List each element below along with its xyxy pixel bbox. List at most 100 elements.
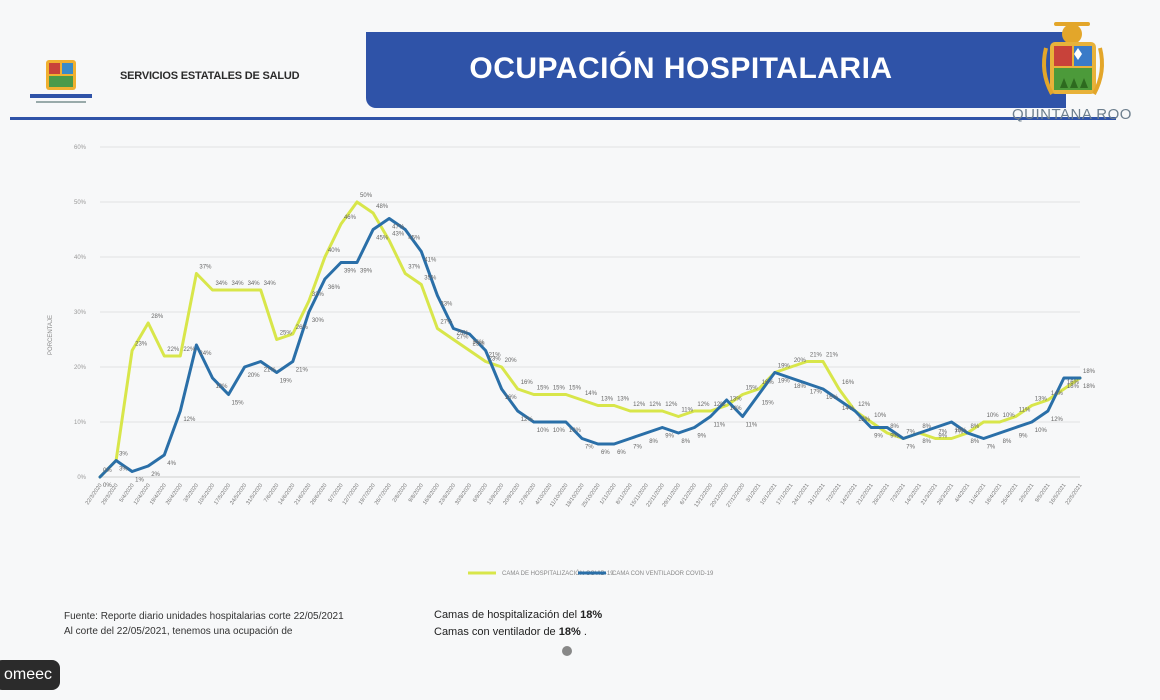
data-point <box>982 437 985 440</box>
data-point <box>789 376 793 380</box>
data-point <box>195 272 198 275</box>
data-label: 30% <box>312 318 325 324</box>
data-label: 17% <box>810 390 823 396</box>
data-label: 8% <box>922 424 931 430</box>
data-label: 16% <box>521 380 534 386</box>
data-label: 41% <box>424 258 437 264</box>
y-tick-label: 60% <box>74 145 87 151</box>
data-label: 14% <box>1051 391 1064 397</box>
data-point <box>902 437 905 440</box>
x-tick-label: 9/8/2020 <box>408 483 425 504</box>
data-point <box>628 437 632 440</box>
data-point <box>693 426 696 429</box>
x-tick-label: 7/6/2020 <box>263 483 280 504</box>
x-tick-label: 25/4/2021 <box>1000 483 1019 506</box>
data-point <box>612 442 616 446</box>
data-point <box>821 387 825 391</box>
data-label: 0% <box>103 468 112 474</box>
data-label: 13% <box>617 397 630 403</box>
data-label: 15% <box>746 386 759 392</box>
x-tick-label: 31/1/2021 <box>808 483 827 506</box>
data-label: 7% <box>633 445 642 451</box>
data-point <box>934 426 937 429</box>
data-label: 23% <box>473 342 486 348</box>
x-tick-label: 2/8/2020 <box>392 483 409 504</box>
data-point <box>420 283 423 286</box>
data-point <box>580 437 584 440</box>
source-line: Fuente: Reporte diario unidades hospital… <box>64 611 344 622</box>
data-point <box>468 349 471 352</box>
data-point <box>612 404 616 407</box>
data-label: 43% <box>392 232 405 238</box>
data-point <box>355 261 359 264</box>
data-label: 16% <box>1067 380 1080 386</box>
data-point <box>500 387 503 391</box>
data-point <box>837 387 841 391</box>
data-label: 45% <box>376 236 389 242</box>
x-tick-label: 2/5/2021 <box>1018 483 1035 504</box>
data-point <box>307 299 311 303</box>
data-label: 6% <box>601 450 610 456</box>
data-point <box>323 255 327 259</box>
data-label: 7% <box>906 430 915 436</box>
data-point <box>596 404 600 407</box>
data-point <box>114 459 118 462</box>
data-point <box>805 360 809 363</box>
data-point <box>853 409 857 413</box>
data-label: 48% <box>376 204 389 210</box>
data-point <box>1078 376 1082 380</box>
data-point <box>1014 426 1017 429</box>
data-point <box>355 200 359 204</box>
data-point <box>934 437 937 440</box>
data-label: 11% <box>713 423 725 429</box>
data-point <box>950 437 953 440</box>
data-label: 19% <box>778 379 791 385</box>
data-label: 23% <box>135 342 148 348</box>
x-tick-label: 26/7/2020 <box>374 483 393 506</box>
data-label: 12% <box>858 402 871 408</box>
data-point <box>387 217 391 220</box>
data-point <box>709 409 712 413</box>
data-point <box>548 420 552 424</box>
x-tick-label: 4/4/2021 <box>954 483 971 504</box>
header-rule <box>10 117 1116 120</box>
data-point <box>307 310 311 314</box>
data-point <box>741 393 744 396</box>
data-label: 15% <box>762 401 775 407</box>
department-name: SERVICIOS ESTATALES DE SALUD <box>120 70 300 82</box>
data-point <box>227 393 230 396</box>
data-label: 14% <box>842 406 855 412</box>
data-label: 20% <box>505 358 518 364</box>
data-label: 37% <box>199 265 212 271</box>
data-point <box>211 288 214 292</box>
data-label: 16% <box>826 395 839 401</box>
overlay-tag: omeec <box>0 660 61 690</box>
data-label: 22% <box>167 347 180 353</box>
data-point <box>661 426 664 429</box>
summary-ventilator: Camas con ventilador de 18% . <box>434 626 587 638</box>
data-point <box>259 288 262 292</box>
occupancy-chart: 0% 10% 20% 30% 40% 50% 60% 22/3/2020 29/3/2020 5… <box>40 135 1100 605</box>
data-point <box>596 442 600 446</box>
data-point <box>709 415 712 418</box>
data-label: 9% <box>665 434 674 440</box>
data-point <box>532 420 535 424</box>
data-label: 7% <box>938 430 947 436</box>
data-point <box>532 393 535 396</box>
page-title: OCUPACIÓN HOSPITALARIA <box>469 52 893 85</box>
pager-dot[interactable] <box>562 646 572 656</box>
data-point <box>420 250 423 253</box>
data-label: 19% <box>280 379 293 385</box>
data-label: 7% <box>906 445 915 451</box>
x-tick-label: 22/5/2021 <box>1065 483 1084 506</box>
data-label: 15% <box>569 386 582 392</box>
x-tick-label: 7/3/2021 <box>890 483 907 504</box>
data-point <box>869 420 873 424</box>
data-label: 47% <box>392 225 405 231</box>
data-label: 12% <box>1051 417 1064 423</box>
data-label: 9% <box>874 434 883 440</box>
x-tick-label: 26/4/2020 <box>165 483 184 506</box>
data-point <box>982 420 985 424</box>
data-label: 26% <box>296 325 309 331</box>
data-label: 26% <box>473 340 486 346</box>
